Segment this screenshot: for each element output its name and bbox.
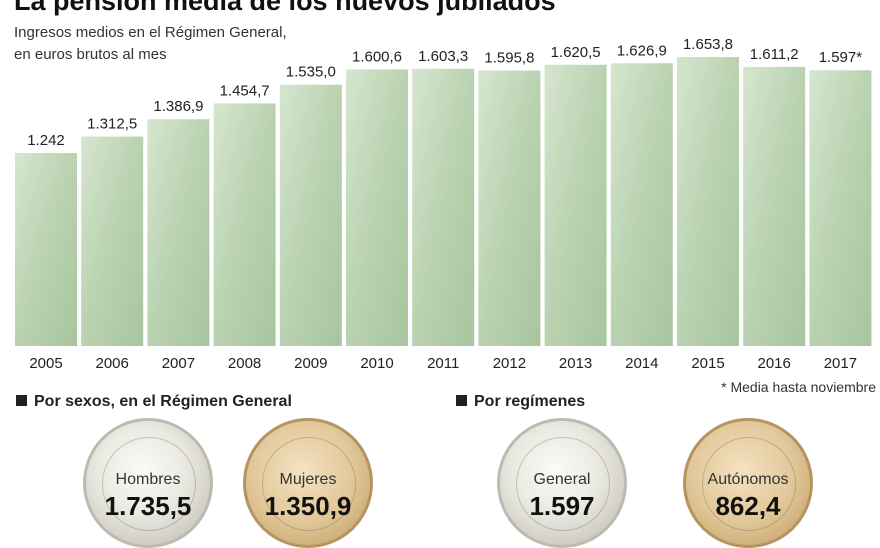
- bars-layer: [15, 57, 872, 347]
- coin-general: General 1.597: [497, 418, 627, 548]
- x-tick-label: 2016: [758, 355, 791, 372]
- value-label: 1.603,3: [418, 48, 468, 65]
- value-label: 1.454,7: [220, 82, 270, 99]
- x-tick-label: 2008: [228, 355, 261, 372]
- value-label: 1.535,0: [286, 64, 336, 81]
- x-tick-label: 2010: [360, 355, 393, 372]
- bar-2015: [677, 57, 739, 346]
- value-label: 1.312,5: [87, 116, 137, 133]
- bar-2008: [213, 103, 276, 346]
- x-tick-label: 2007: [162, 355, 195, 372]
- section-heading-text: Por regímenes: [474, 393, 586, 410]
- section-heading-sexos: Por sexos, en el Régimen General: [16, 393, 292, 411]
- chart-subtitle: Ingresos medios en el Régimen General, e…: [14, 22, 287, 66]
- bullet-square-icon: [456, 395, 467, 406]
- bar-chart: 1.242 1.312,5 1.386,9 1.454,7 1.535,0 1.600,6…: [15, 36, 872, 372]
- coin-label: General: [533, 471, 591, 488]
- coin-label: Mujeres: [279, 471, 337, 488]
- bar-2006: [81, 136, 144, 346]
- value-label: 1.242: [27, 132, 65, 149]
- x-tick-label: 2011: [427, 355, 459, 372]
- bullet-square-icon: [16, 395, 27, 406]
- x-tick-labels-layer: 2005 2006 2007 2008 2009 2010 2011 2012 2013 2014…: [29, 355, 857, 372]
- value-label: 1.386,9: [153, 98, 203, 115]
- coin-value: 1.735,5: [104, 491, 192, 521]
- x-tick-label: 2017: [824, 355, 857, 372]
- bar-2011: [412, 68, 475, 346]
- value-label: 1.653,8: [683, 36, 733, 53]
- value-label: 1.626,9: [617, 42, 667, 59]
- section-heading-regimenes: Por regímenes: [456, 393, 585, 411]
- subtitle-line: en euros brutos al mes: [14, 46, 167, 63]
- bar-2013: [544, 64, 607, 346]
- value-label: 1.595,8: [484, 50, 534, 67]
- footnote: * Media hasta noviembre: [721, 379, 876, 395]
- coin-mujeres: Mujeres 1.350,9: [243, 418, 373, 548]
- bar-2009: [279, 84, 342, 346]
- x-tick-label: 2009: [294, 355, 327, 372]
- bar-2016: [743, 66, 806, 347]
- coin-value: 1.350,9: [264, 491, 352, 521]
- coin-value: 862,4: [715, 491, 781, 521]
- value-labels-layer: 1.242 1.312,5 1.386,9 1.454,7 1.535,0 1.600,6…: [27, 36, 862, 149]
- coin-label: Hombres: [115, 471, 181, 488]
- value-label: 1.611,2: [750, 46, 799, 63]
- value-label: 1.620,5: [551, 44, 601, 61]
- bar-2007: [147, 119, 210, 347]
- x-tick-label: 2014: [625, 355, 658, 372]
- x-tick-label: 2005: [29, 355, 62, 372]
- bar-2010: [346, 69, 408, 347]
- chart-title: La pensión media de los nuevos jubilados: [14, 0, 556, 16]
- subtitle-line: Ingresos medios en el Régimen General,: [14, 24, 287, 41]
- value-label: 1.600,6: [352, 48, 402, 65]
- bar-2012: [478, 70, 541, 347]
- bar-2005: [15, 153, 77, 346]
- coin-value: 1.597: [529, 491, 595, 521]
- coin-autonomos: Autónomos 862,4: [683, 418, 813, 548]
- coin-label: Autónomos: [707, 471, 789, 488]
- bar-2017: [809, 70, 872, 346]
- x-tick-label: 2012: [493, 355, 526, 372]
- section-heading-text: Por sexos, en el Régimen General: [34, 393, 292, 410]
- x-tick-label: 2006: [96, 355, 129, 372]
- bar-2014: [610, 63, 673, 347]
- x-tick-label: 2015: [691, 355, 724, 372]
- coin-hombres: Hombres 1.735,5: [83, 418, 213, 548]
- x-tick-label: 2013: [559, 355, 592, 372]
- value-label: 1.597*: [819, 49, 863, 66]
